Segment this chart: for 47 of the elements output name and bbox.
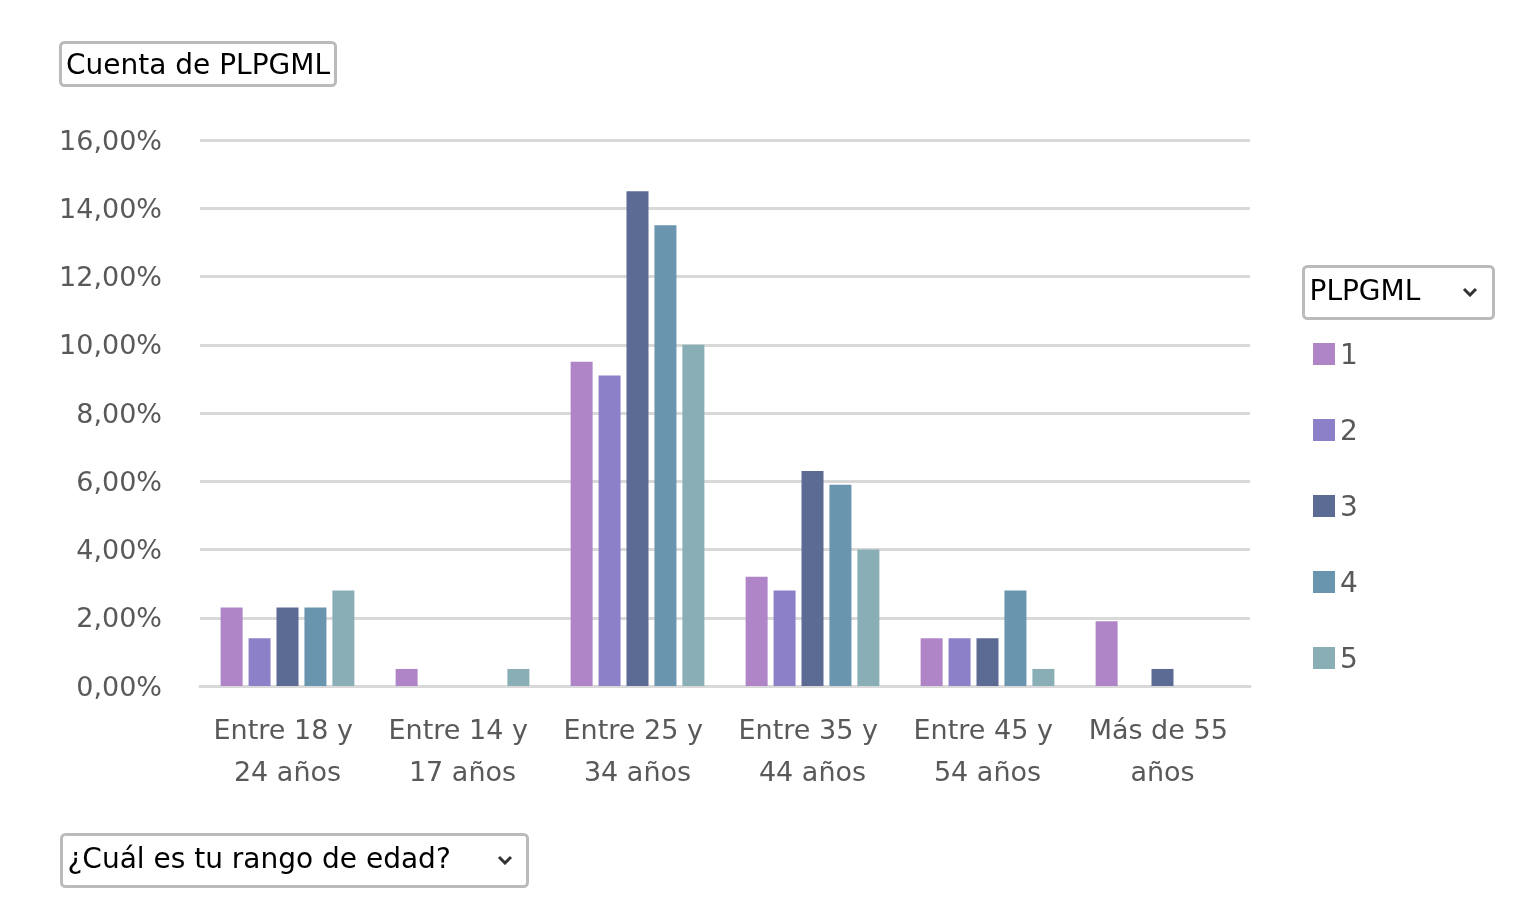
x-tick-label: Entre 18 y 24 años	[213, 713, 362, 787]
x-tick-label: Entre 25 y 34 años	[563, 713, 712, 787]
legend-label: 4	[1340, 565, 1358, 599]
bar	[304, 607, 327, 686]
bar	[248, 638, 271, 686]
chart-title: Cuenta de PLPGML	[66, 47, 331, 81]
x-axis-title: ¿Cuál es tu rango de edad?	[67, 842, 451, 875]
bar	[1004, 590, 1027, 686]
legend-label: 1	[1340, 337, 1358, 371]
legend-label: 2	[1340, 413, 1358, 447]
legend-label: 3	[1340, 489, 1358, 523]
bar	[857, 549, 880, 686]
bar	[682, 344, 705, 686]
bar	[220, 607, 243, 686]
y-tick-label: 14,00%	[59, 192, 162, 224]
y-tick-label: 12,00%	[59, 261, 162, 292]
bar	[745, 576, 768, 686]
y-tick-label: 4,00%	[76, 534, 162, 565]
bar	[1032, 668, 1055, 686]
bar	[395, 668, 418, 686]
bar	[332, 590, 355, 686]
x-tick-label: Entre 14 y 17 años	[388, 713, 537, 787]
bar	[626, 191, 649, 686]
y-tick-label: 16,00%	[59, 124, 162, 156]
bar	[773, 590, 796, 686]
bar	[654, 225, 677, 686]
bar	[276, 607, 299, 686]
y-tick-label: 8,00%	[76, 397, 162, 429]
bar	[948, 638, 971, 686]
x-tick-label: Entre 45 y 54 años	[913, 713, 1062, 787]
bar	[1151, 668, 1174, 686]
y-tick-label: 0,00%	[76, 670, 162, 702]
bar	[598, 375, 621, 686]
bar	[1095, 621, 1118, 686]
bar	[976, 638, 999, 686]
bar	[920, 638, 943, 686]
bar	[507, 668, 530, 686]
x-tick-label: Entre 35 y 44 años	[738, 713, 887, 787]
bar	[829, 484, 852, 686]
bar	[570, 361, 593, 686]
legend-label: 5	[1340, 641, 1358, 675]
y-tick-label: 2,00%	[76, 602, 162, 634]
y-tick-label: 10,00%	[59, 329, 162, 361]
bar	[801, 471, 824, 686]
y-tick-label: 6,00%	[76, 465, 162, 497]
x-tick-label: Más de 55 años	[1088, 713, 1237, 787]
legend-title: PLPGML	[1309, 274, 1421, 307]
